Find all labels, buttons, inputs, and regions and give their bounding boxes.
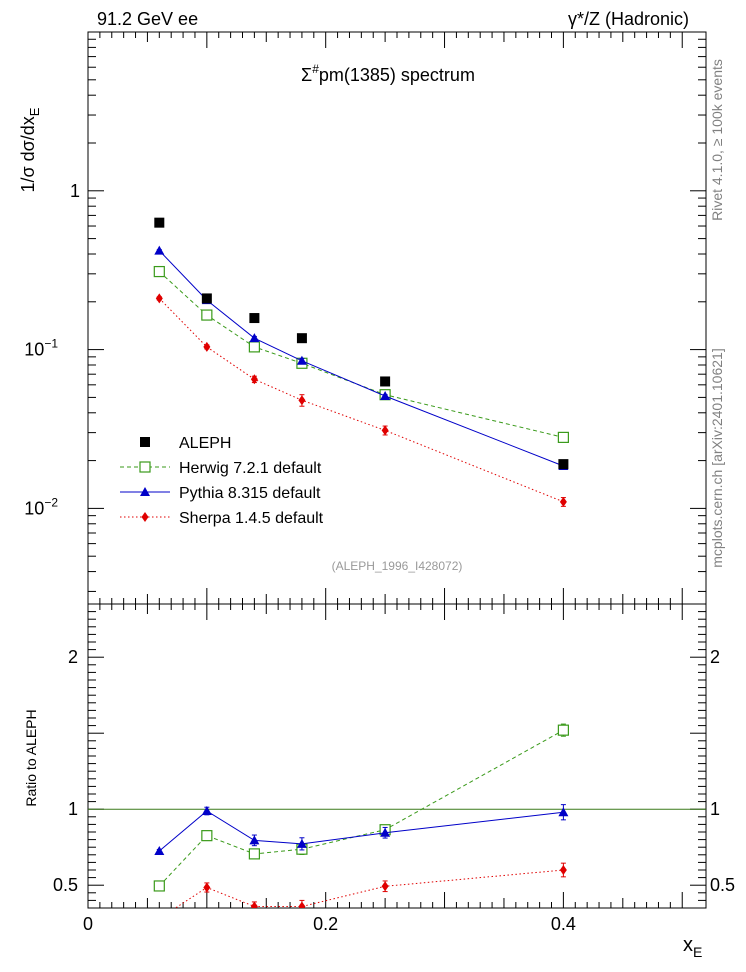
legend-label: Herwig 7.2.1 default — [179, 460, 322, 477]
main-aleph-point — [201, 293, 212, 304]
ratio-y-tick-label-right: 0.5 — [710, 875, 735, 895]
ratio-y-tick-label: 0.5 — [53, 875, 78, 895]
main-herwig-point — [248, 341, 260, 353]
x-tick-label: 0 — [83, 914, 93, 934]
legend-item: Herwig 7.2.1 default — [120, 460, 322, 477]
ratio-y-tick-label: 2 — [68, 647, 78, 667]
main-herwig-point — [557, 431, 569, 443]
main-ylabel: 1/σ dσ/dxE — [18, 107, 42, 192]
ratio-sherpa-point — [203, 882, 211, 893]
main-ylabel-text: 1/σ dσ/dx — [18, 116, 38, 192]
main-herwig-series — [153, 265, 569, 443]
main-herwig-point — [153, 265, 165, 278]
ratio-sherpa-point — [298, 901, 306, 908]
main-pythia-line — [158, 250, 564, 467]
main-y-tick-label: 10−1 — [24, 337, 58, 360]
ratio-pythia-point — [154, 846, 165, 855]
ratio-sherpa-series — [156, 862, 567, 924]
legend-label: Pythia 8.315 default — [179, 485, 321, 502]
ratio-pythia-line — [158, 810, 564, 852]
ratio-sherpa-point — [250, 901, 258, 908]
ratio-pythia-point — [249, 835, 260, 845]
ratio-y-tick-label-right: 1 — [710, 799, 720, 819]
xlabel: xE — [683, 934, 702, 960]
legend-label: Sherpa 1.4.5 default — [179, 510, 324, 527]
legend-marker — [141, 512, 149, 522]
ratio-herwig-point — [201, 830, 213, 842]
legend-item: ALEPH — [140, 435, 231, 452]
watermark: (ALEPH_1996_I428072) — [332, 559, 463, 573]
main-ylabel-sub: E — [27, 107, 42, 116]
legend-marker — [139, 461, 151, 473]
main-sherpa-point — [381, 425, 389, 436]
main-herwig-point — [201, 309, 213, 321]
legend-marker — [140, 487, 150, 496]
main-sherpa-point — [155, 293, 163, 304]
main-pythia-point — [296, 355, 307, 365]
legend-item: Sherpa 1.4.5 default — [120, 510, 324, 527]
main-aleph-point — [380, 376, 391, 387]
main-aleph-series — [154, 217, 569, 470]
ratio-herwig-series — [153, 723, 569, 892]
ratio-series-layer — [88, 723, 706, 924]
source-label: mcplots.cern.ch [arXiv:2401.10621] — [709, 348, 725, 567]
main-aleph-point — [296, 333, 307, 344]
xlabel-text: x — [683, 934, 693, 956]
legend-item: Pythia 8.315 default — [120, 485, 321, 502]
ratio-pythia-point — [558, 807, 569, 817]
ratio-sherpa-line — [174, 869, 564, 908]
main-sherpa-series — [155, 293, 567, 507]
ratio-pythia-point — [380, 827, 391, 837]
main-y-tick-label: 1 — [70, 181, 80, 201]
ratio-pythia-point — [201, 806, 212, 816]
ratio-y-tick-label: 1 — [68, 799, 78, 819]
ratio-herwig-point — [248, 848, 260, 860]
ratio-herwig-line — [158, 729, 564, 887]
main-series-layer — [153, 217, 569, 507]
chart-title: Σ#pm(1385) spectrum — [301, 62, 475, 85]
main-axis-ticks — [87, 31, 706, 604]
legend-marker — [140, 437, 150, 447]
ratio-sherpa-point — [381, 881, 389, 892]
main-y-tick-label: 10−2 — [24, 495, 58, 518]
ratio-pythia-point — [296, 838, 307, 848]
ratio-herwig-point — [557, 724, 569, 736]
legend-label: ALEPH — [179, 435, 231, 452]
ratio-sherpa-point — [156, 914, 163, 924]
main-pythia-point — [380, 391, 391, 401]
ratio-y-tick-labels: 0.5 0.5 1 1 2 2 — [53, 647, 735, 895]
main-sherpa-point — [298, 395, 306, 406]
main-pythia-point — [249, 333, 260, 343]
xlabel-sub: E — [693, 944, 702, 960]
main-aleph-point — [249, 313, 260, 324]
main-y-tick-labels: 10−2 10−1 1 — [24, 181, 80, 519]
x-tick-label: 0.4 — [551, 914, 576, 934]
x-tick-label: 0.2 — [313, 914, 338, 934]
ratio-axis-ticks — [87, 603, 706, 909]
main-pythia-point — [154, 245, 165, 255]
chart-title-rest: pm(1385) spectrum — [319, 65, 475, 85]
ratio-herwig-point — [153, 880, 165, 892]
ratio-pythia-series — [154, 804, 569, 855]
legend: ALEPH Herwig 7.2.1 default Pythia 8.315 de… — [120, 435, 324, 527]
ratio-y-tick-label-right: 2 — [710, 647, 720, 667]
ratio-ylabel: Ratio to ALEPH — [23, 709, 39, 806]
x-tick-labels: 0 0.2 0.4 — [83, 914, 576, 934]
chart-title-sup: # — [312, 62, 319, 76]
main-sherpa-line — [158, 298, 564, 503]
rivet-label: Rivet 4.1.0, ≥ 100k events — [709, 59, 725, 221]
main-sherpa-point — [250, 374, 258, 385]
main-aleph-point — [558, 459, 569, 470]
main-sherpa-point — [559, 496, 567, 507]
main-sherpa-point — [203, 341, 211, 352]
main-aleph-point — [154, 217, 165, 228]
chart-title-base: Σ — [301, 65, 312, 85]
header-right: γ*/Z (Hadronic) — [568, 9, 689, 29]
ratio-frame — [87, 603, 707, 909]
header-left: 91.2 GeV ee — [97, 9, 198, 29]
ratio-sherpa-point — [559, 865, 567, 875]
main-herwig-line — [158, 271, 564, 438]
